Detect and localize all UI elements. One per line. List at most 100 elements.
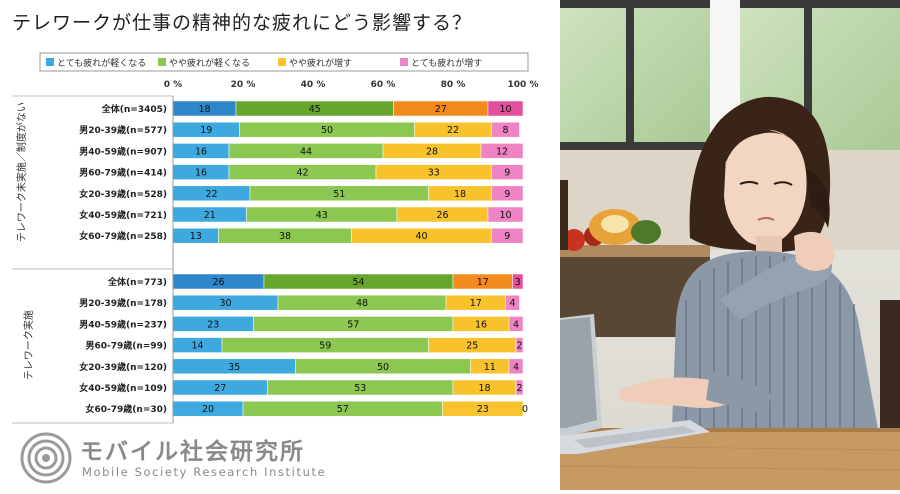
data-label: 16	[475, 319, 487, 330]
data-label: 16	[195, 168, 207, 179]
stacked-bar-chart: とても疲れが軽くなる やや疲れが軽くなる やや疲れが増す とても疲れが増す 0 % 20 …	[12, 52, 539, 424]
row-label: 女60-79歳(n=30)	[86, 403, 167, 415]
data-label: 9	[504, 231, 510, 242]
data-label: 22	[447, 125, 459, 136]
data-label: 20	[202, 404, 214, 415]
data-label: 50	[377, 362, 389, 373]
row-label: 男60-79歳(n=414)	[79, 167, 167, 179]
data-label: 19	[200, 125, 212, 136]
chart-svg: とても疲れが軽くなる やや疲れが軽くなる やや疲れが増す とても疲れが増す 0 % 20 …	[12, 52, 539, 424]
data-label: 44	[300, 146, 312, 157]
data-label: 23	[207, 319, 219, 330]
row-label: 女20-39歳(n=528)	[79, 188, 167, 200]
data-label: 33	[428, 168, 440, 179]
data-label: 0	[522, 404, 528, 415]
row-label: 女40-59歳(n=109)	[79, 382, 167, 394]
data-label: 3	[515, 277, 521, 288]
data-label: 10	[499, 210, 511, 221]
legend-label-2: やや疲れが増す	[289, 57, 352, 69]
tick-label-1: 20 %	[231, 80, 256, 90]
tick-label-2: 40 %	[301, 80, 326, 90]
data-label: 38	[279, 231, 291, 242]
woman-laptop-illustration	[559, 0, 900, 490]
bar-segment	[515, 379, 524, 396]
row-label: 男60-79歳(n=99)	[86, 340, 167, 352]
data-label: 4	[513, 319, 519, 330]
data-label: 50	[321, 125, 333, 136]
data-label: 43	[316, 210, 328, 221]
tick-label-3: 60 %	[371, 80, 396, 90]
bar-segment	[505, 294, 520, 311]
institute-logo: モバイル社会研究所 Mobile Society Research Instit…	[20, 432, 350, 484]
data-label: 59	[319, 341, 331, 352]
data-label: 13	[190, 231, 202, 242]
data-label: 30	[219, 298, 231, 309]
bar-segment	[491, 185, 524, 202]
data-label: 10	[499, 104, 511, 115]
photo-woman-at-laptop	[559, 0, 900, 490]
data-label: 4	[513, 362, 519, 373]
data-label: 17	[470, 298, 482, 309]
data-label: 26	[436, 210, 448, 221]
tick-label-4: 80 %	[441, 80, 466, 90]
bar-segment	[508, 316, 524, 332]
bar-segment	[491, 164, 524, 180]
tick-label-5: 100 %	[508, 80, 539, 90]
bar-segment	[480, 143, 524, 159]
row-label: 全体(n=3405)	[101, 103, 167, 115]
data-label: 42	[296, 168, 308, 179]
legend-swatch-2	[278, 58, 286, 66]
data-label: 18	[198, 104, 210, 115]
bar-segment	[515, 337, 524, 353]
data-label: 51	[333, 189, 345, 200]
legend-label-1: やや疲れが軽くなる	[169, 57, 250, 69]
data-label: 4	[509, 298, 515, 309]
data-label: 22	[205, 189, 217, 200]
data-label: 8	[502, 125, 508, 136]
row-label: 女40-59歳(n=721)	[79, 209, 167, 221]
row-label: 女60-79歳(n=258)	[79, 230, 167, 242]
row-label: 全体(n=773)	[107, 276, 167, 288]
legend-swatch-3	[400, 58, 408, 66]
row-label: 女20-39歳(n=120)	[79, 361, 167, 373]
legend-label-3: とても疲れが増す	[411, 57, 482, 69]
legend-swatch-1	[158, 58, 166, 66]
data-label: 45	[309, 104, 321, 115]
data-label: 9	[504, 189, 510, 200]
group-label-0: テレワーク未実施／制度がない	[15, 102, 28, 242]
bar-segment	[442, 400, 524, 417]
data-label: 17	[477, 277, 489, 288]
row-label: 男40-59歳(n=237)	[79, 318, 167, 330]
data-label: 9	[504, 168, 510, 179]
data-label: 54	[352, 277, 364, 288]
data-label: 11	[484, 362, 496, 373]
data-label: 2	[516, 341, 522, 352]
bar-segment	[487, 100, 524, 117]
bar-segment	[491, 121, 520, 138]
tick-label-0: 0 %	[164, 80, 182, 90]
data-label: 26	[212, 277, 224, 288]
data-label: 27	[214, 383, 226, 394]
data-label: 16	[195, 146, 207, 157]
data-label: 23	[477, 404, 489, 415]
group-label-1: テレワーク実施	[22, 310, 35, 380]
data-label: 18	[478, 383, 490, 394]
data-label: 35	[228, 362, 240, 373]
data-label: 48	[356, 298, 368, 309]
data-label: 57	[337, 404, 349, 415]
logo-name-jp: モバイル社会研究所	[80, 439, 305, 465]
logo-mark-icon	[20, 432, 72, 484]
data-label: 40	[415, 231, 427, 242]
data-label: 12	[496, 146, 508, 157]
chart-title: テレワークが仕事の精神的な疲れにどう影響する？	[12, 12, 473, 34]
data-label: 25	[466, 341, 478, 352]
legend-label-0: とても疲れが軽くなる	[57, 57, 146, 69]
bar-segment	[491, 227, 524, 244]
data-label: 53	[354, 383, 366, 394]
bar-segment	[512, 273, 524, 290]
bar-segment	[508, 358, 524, 375]
data-label: 27	[435, 104, 447, 115]
row-label: 男20-39歳(n=577)	[79, 124, 167, 136]
row-label: 男40-59歳(n=907)	[79, 145, 167, 157]
row-label: 男20-39歳(n=178)	[79, 297, 167, 309]
